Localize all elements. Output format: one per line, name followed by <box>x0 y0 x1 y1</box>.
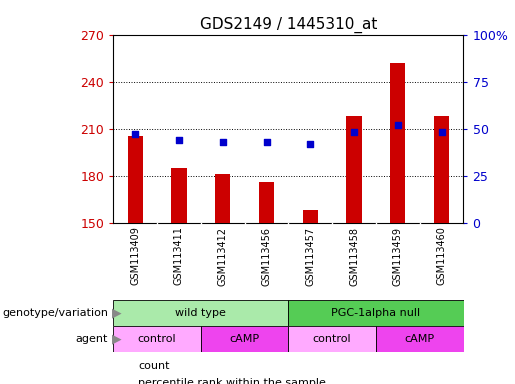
Bar <box>303 210 318 223</box>
Bar <box>434 116 449 223</box>
Point <box>437 129 445 136</box>
Point <box>306 141 314 147</box>
Bar <box>215 174 230 223</box>
Bar <box>347 116 362 223</box>
Point <box>175 137 183 143</box>
Bar <box>259 182 274 223</box>
Text: GSM113459: GSM113459 <box>393 227 403 286</box>
Text: control: control <box>138 334 176 344</box>
Text: genotype/variation: genotype/variation <box>2 308 108 318</box>
Text: control: control <box>313 334 351 344</box>
Text: GSM113411: GSM113411 <box>174 227 184 285</box>
Bar <box>113 300 288 326</box>
Text: ▶: ▶ <box>112 306 122 319</box>
Text: cAMP: cAMP <box>405 334 435 344</box>
Text: GSM113458: GSM113458 <box>349 227 359 286</box>
Bar <box>128 136 143 223</box>
Text: wild type: wild type <box>176 308 226 318</box>
Text: ▶: ▶ <box>112 332 122 345</box>
Bar <box>201 326 288 352</box>
Bar <box>288 300 464 326</box>
Bar <box>390 63 405 223</box>
Bar <box>288 326 376 352</box>
Bar <box>376 326 464 352</box>
Text: count: count <box>138 361 169 371</box>
Point <box>393 122 402 128</box>
Text: agent: agent <box>76 334 108 344</box>
Text: GSM113412: GSM113412 <box>218 227 228 286</box>
Text: PGC-1alpha null: PGC-1alpha null <box>331 308 421 318</box>
Text: cAMP: cAMP <box>230 334 260 344</box>
Point <box>262 139 270 145</box>
Text: GSM113456: GSM113456 <box>262 227 271 286</box>
Title: GDS2149 / 1445310_at: GDS2149 / 1445310_at <box>200 17 377 33</box>
Bar <box>113 326 201 352</box>
Point <box>218 139 227 145</box>
Text: GSM113460: GSM113460 <box>437 227 447 285</box>
Point <box>350 129 358 136</box>
Point <box>131 131 139 137</box>
Text: GSM113457: GSM113457 <box>305 227 315 286</box>
Bar <box>171 168 186 223</box>
Text: GSM113409: GSM113409 <box>130 227 140 285</box>
Text: percentile rank within the sample: percentile rank within the sample <box>138 378 326 384</box>
